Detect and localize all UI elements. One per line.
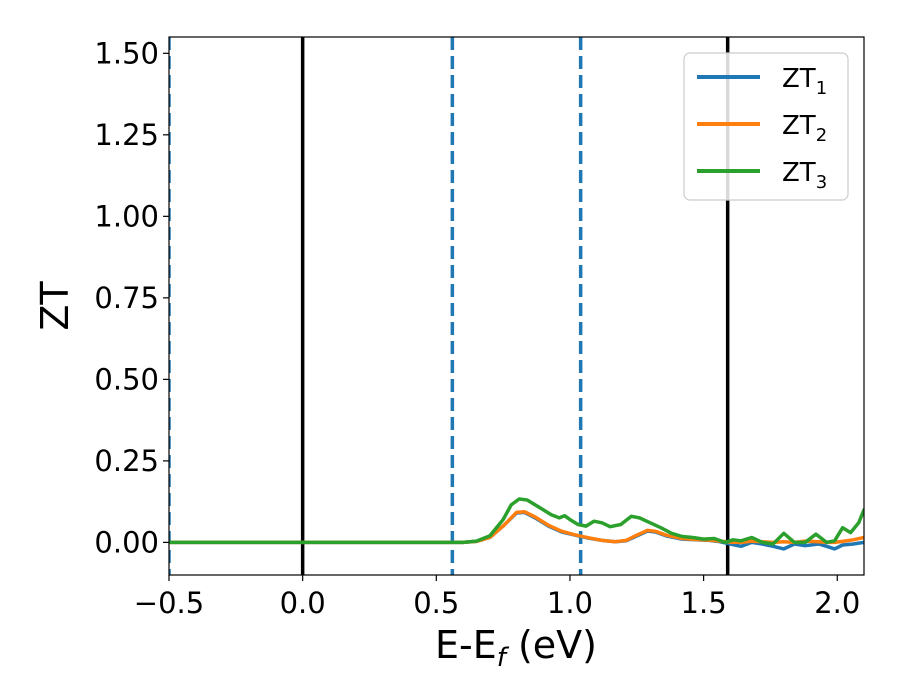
legend-label-zt2-subscript: 2 [816, 125, 827, 146]
series-line-zt3 [169, 497, 864, 546]
x-axis-label: E-Ef (eV) [435, 623, 597, 673]
x-tick-label: 0.0 [280, 586, 326, 620]
legend-box [683, 52, 849, 201]
y-axis: 0.00 0.25 0.50 0.75 1.00 1.25 1.50 [94, 36, 169, 559]
x-tick-label: 1.5 [681, 586, 727, 620]
legend-label-zt1-main: ZT [782, 64, 816, 94]
legend-label-zt1: ZT1 [782, 64, 827, 99]
y-tick-label: 0.00 [94, 525, 159, 559]
x-tick-label: −0.5 [134, 586, 204, 620]
y-tick-label: 1.25 [94, 118, 159, 152]
x-tick-label: 1.0 [547, 586, 593, 620]
legend: ZT1 ZT2 ZT3 [683, 52, 849, 201]
series-lines [169, 497, 864, 551]
legend-label-zt3-subscript: 3 [816, 172, 827, 193]
y-tick-label: 1.00 [94, 199, 159, 233]
x-axis-label-main: E-E [435, 623, 497, 667]
x-tick-label: 2.0 [814, 586, 860, 620]
y-tick-label: 0.25 [94, 444, 159, 478]
legend-label-zt3-main: ZT [782, 158, 816, 188]
plot-frame [168, 36, 865, 576]
legend-entry-zt3: ZT3 [697, 158, 827, 193]
legend-label-zt3: ZT3 [782, 158, 827, 193]
legend-entry-zt1: ZT1 [697, 64, 827, 99]
y-axis-label: ZT [33, 281, 77, 331]
legend-label-zt1-subscript: 1 [816, 78, 827, 99]
y-tick-label: 1.50 [94, 36, 159, 70]
x-axis-label-unit: (eV) [506, 623, 597, 667]
legend-label-zt2-main: ZT [782, 111, 816, 141]
y-tick-label: 0.50 [94, 362, 159, 396]
legend-entry-zt2: ZT2 [697, 111, 827, 146]
legend-label-zt2: ZT2 [782, 111, 827, 146]
y-tick-label: 0.75 [94, 281, 159, 315]
x-tick-label: 0.5 [413, 586, 459, 620]
x-axis: −0.5 0.0 0.5 1.0 1.5 2.0 [134, 575, 860, 620]
